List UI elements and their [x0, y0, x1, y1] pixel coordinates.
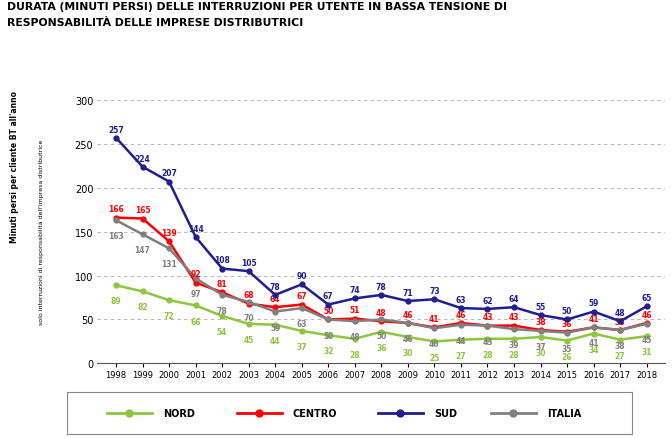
- Text: 50: 50: [562, 307, 573, 316]
- Text: NORD: NORD: [163, 408, 195, 418]
- Text: 38: 38: [615, 317, 626, 326]
- Text: 41: 41: [589, 339, 599, 348]
- Text: 78: 78: [217, 306, 228, 315]
- Text: 64: 64: [509, 294, 519, 304]
- Text: 81: 81: [217, 279, 227, 289]
- Text: 144: 144: [187, 224, 204, 233]
- Text: 59: 59: [589, 299, 599, 308]
- Text: 26: 26: [562, 352, 573, 361]
- Text: 36: 36: [562, 319, 573, 328]
- Text: 48: 48: [349, 332, 360, 342]
- Text: 28: 28: [509, 350, 519, 359]
- Text: 43: 43: [482, 337, 493, 346]
- Text: 45: 45: [243, 335, 254, 344]
- Text: 39: 39: [509, 340, 519, 350]
- Text: 46: 46: [456, 310, 466, 319]
- Text: 72: 72: [164, 311, 175, 321]
- Text: 74: 74: [349, 286, 360, 295]
- Text: 207: 207: [161, 169, 177, 178]
- Text: 165: 165: [135, 206, 151, 215]
- Text: 38: 38: [615, 341, 626, 350]
- Text: 43: 43: [482, 313, 493, 322]
- Text: 31: 31: [642, 347, 652, 357]
- Text: 32: 32: [323, 346, 333, 356]
- Text: 224: 224: [134, 154, 151, 163]
- Text: 64: 64: [270, 294, 280, 304]
- Text: 43: 43: [509, 313, 519, 322]
- Text: 92: 92: [190, 270, 201, 279]
- Text: 28: 28: [349, 350, 360, 359]
- Text: 139: 139: [161, 229, 177, 238]
- Text: 46: 46: [403, 310, 413, 319]
- Text: 50: 50: [323, 331, 333, 340]
- Text: 44: 44: [270, 336, 280, 345]
- Text: 89: 89: [111, 297, 122, 306]
- Text: 44: 44: [456, 336, 466, 345]
- Text: 78: 78: [270, 282, 281, 291]
- Text: 35: 35: [562, 344, 573, 353]
- Text: 68: 68: [243, 291, 254, 300]
- Text: 48: 48: [615, 308, 626, 318]
- Text: 257: 257: [108, 125, 124, 134]
- Text: 65: 65: [642, 293, 652, 303]
- Text: 30: 30: [403, 348, 413, 357]
- Text: 108: 108: [214, 256, 230, 265]
- Text: 41: 41: [589, 314, 599, 324]
- Text: 51: 51: [349, 306, 360, 315]
- Text: 73: 73: [429, 286, 439, 296]
- Text: 166: 166: [108, 205, 124, 214]
- Text: 62: 62: [482, 296, 493, 305]
- Text: 50: 50: [323, 307, 333, 316]
- Text: 28: 28: [482, 350, 493, 359]
- Text: 67: 67: [323, 292, 333, 301]
- Text: 48: 48: [376, 308, 386, 318]
- Text: 66: 66: [190, 317, 201, 326]
- Text: 45: 45: [642, 335, 652, 344]
- Text: 27: 27: [456, 351, 466, 360]
- Text: 63: 63: [296, 319, 307, 328]
- Text: 54: 54: [217, 327, 227, 336]
- Text: 36: 36: [376, 343, 386, 352]
- Text: DURATA (MINUTI PERSI) DELLE INTERRUZIONI PER UTENTE IN BASSA TENSIONE DI: DURATA (MINUTI PERSI) DELLE INTERRUZIONI…: [7, 2, 507, 12]
- Text: 67: 67: [296, 292, 307, 301]
- Text: 131: 131: [161, 260, 177, 269]
- Text: solo interruzioni di responsabilità dell'impresa distributrice: solo interruzioni di responsabilità dell…: [39, 140, 44, 325]
- Text: 105: 105: [241, 258, 257, 268]
- Text: 37: 37: [536, 342, 546, 351]
- Text: 55: 55: [536, 302, 546, 311]
- Text: 27: 27: [615, 351, 626, 360]
- Text: CENTRO: CENTRO: [293, 408, 337, 418]
- Text: Minuti persi per cliente BT all'anno: Minuti persi per cliente BT all'anno: [10, 91, 19, 242]
- Text: 97: 97: [190, 290, 201, 299]
- Text: 40: 40: [429, 339, 439, 349]
- Text: 78: 78: [376, 282, 386, 291]
- Text: 147: 147: [134, 246, 151, 255]
- Text: 30: 30: [536, 348, 546, 357]
- Text: 25: 25: [429, 353, 439, 362]
- Text: 50: 50: [376, 331, 386, 340]
- Text: 46: 46: [403, 334, 413, 343]
- Text: 70: 70: [243, 313, 254, 322]
- Text: 41: 41: [429, 314, 439, 324]
- Text: 82: 82: [137, 303, 148, 312]
- Text: RESPONSABILITÀ DELLE IMPRESE DISTRIBUTRICI: RESPONSABILITÀ DELLE IMPRESE DISTRIBUTRI…: [7, 18, 303, 28]
- Text: 90: 90: [296, 272, 307, 281]
- Text: 37: 37: [296, 342, 307, 351]
- Text: 38: 38: [536, 317, 546, 326]
- Text: 34: 34: [589, 345, 599, 354]
- Text: 59: 59: [270, 323, 280, 332]
- Text: 63: 63: [456, 295, 466, 304]
- Text: 163: 163: [108, 232, 124, 241]
- Text: 46: 46: [642, 310, 652, 319]
- Text: 71: 71: [403, 288, 413, 297]
- Text: SUD: SUD: [434, 408, 457, 418]
- Text: ITALIA: ITALIA: [547, 408, 581, 418]
